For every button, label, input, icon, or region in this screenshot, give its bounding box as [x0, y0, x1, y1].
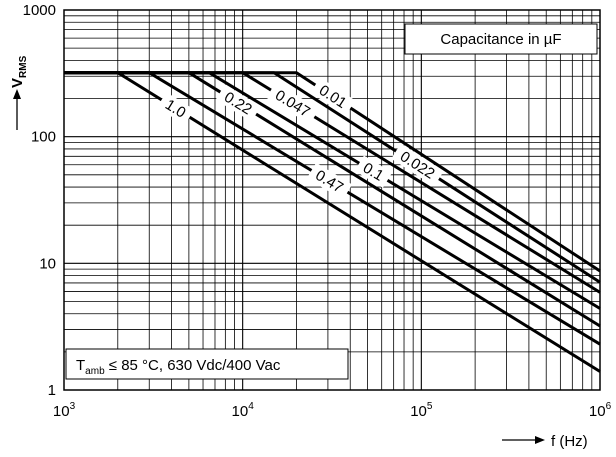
- x-tick-label: 104: [232, 401, 255, 420]
- note-sub: amb: [85, 366, 105, 377]
- curve-label-bg: [391, 143, 444, 187]
- legend-box-frame: [404, 23, 598, 55]
- y-axis-label-main: V: [9, 78, 26, 88]
- curve-label-bg: [310, 77, 356, 116]
- y-axis-label: VRMS: [9, 55, 29, 88]
- note-text: Tamb ≤ 85 °C, 630 Vdc/400 Vac: [76, 357, 281, 377]
- x-tick-label: 105: [410, 401, 433, 420]
- curve-label-bg: [354, 155, 393, 188]
- legend-box: Capacitance in µF: [404, 23, 598, 55]
- y-tick-label: 100: [31, 129, 56, 146]
- curve-label-bg: [215, 84, 261, 122]
- legend-box-text: Capacitance in µF: [440, 31, 561, 48]
- y-tick-label: 1: [48, 382, 56, 399]
- note-box-frame: [65, 348, 349, 380]
- tick-labels: 103 104 105 106 1 10 100 1000: [23, 2, 612, 420]
- note-box: Tamb ≤ 85 °C, 630 Vdc/400 Vac: [65, 348, 349, 380]
- y-axis-label-sub: RMS: [18, 55, 29, 78]
- y-axis-arrow: [13, 89, 21, 130]
- series-line-0-47: [64, 71, 601, 346]
- curves: [64, 71, 601, 373]
- series-line-1-0: [64, 71, 601, 373]
- grid: [64, 10, 600, 390]
- plot-frame: [63, 9, 601, 391]
- y-tick-label: 10: [39, 255, 56, 272]
- note-rest: ≤ 85 °C, 630 Vdc/400 Vac: [105, 357, 281, 374]
- x-tick-label: 106: [589, 401, 612, 420]
- x-axis-label: f (Hz): [551, 433, 588, 450]
- x-axis-arrow: [502, 436, 545, 444]
- curve-label-bg: [156, 92, 195, 125]
- curve-label-group: 0.047: [266, 82, 320, 125]
- x-tick-label: 103: [53, 401, 76, 420]
- y-axis-label-text: VRMS: [9, 55, 29, 88]
- curve-label-bg: [266, 82, 320, 125]
- curve-label-bg: [306, 162, 353, 200]
- note-prefix: T: [76, 357, 85, 374]
- y-tick-label: 1000: [23, 2, 56, 19]
